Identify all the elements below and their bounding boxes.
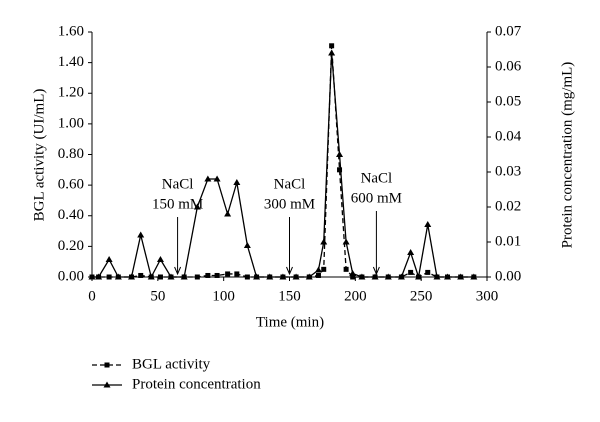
legend-label: BGL activity	[132, 356, 211, 372]
x-tick-label: 200	[344, 288, 367, 304]
marker	[433, 273, 441, 280]
marker	[193, 203, 201, 210]
annotation-text: NaCl	[274, 176, 306, 192]
x-tick-label: 250	[410, 288, 433, 304]
marker	[470, 273, 478, 280]
y2-tick-label: 0.07	[495, 23, 522, 39]
y2-axis-label: Protein concentration (mg/mL)	[559, 62, 575, 249]
marker	[350, 274, 356, 280]
marker	[349, 270, 357, 276]
annotation-text: NaCl	[162, 176, 194, 192]
y2-tick-label: 0.04	[495, 128, 522, 144]
arrow-head	[372, 266, 380, 276]
marker	[147, 273, 155, 280]
series-line	[92, 45, 474, 278]
marker	[88, 273, 96, 280]
marker	[234, 271, 240, 277]
marker	[342, 238, 350, 245]
marker	[213, 175, 221, 182]
x-axis-label: Time (min)	[256, 314, 324, 330]
series-line	[92, 52, 474, 279]
marker	[358, 273, 366, 280]
marker	[408, 269, 414, 275]
y-axis-label: BGL activity (UI/mL)	[31, 89, 47, 222]
marker	[314, 266, 322, 273]
marker	[329, 43, 335, 49]
annotation-text: 300 mM	[264, 196, 315, 212]
marker	[138, 272, 144, 278]
marker	[157, 274, 163, 280]
marker	[106, 274, 112, 280]
marker	[244, 274, 250, 280]
y-tick-label: 1.20	[58, 85, 84, 101]
marker	[214, 272, 220, 278]
annotation-text: 150 mM	[152, 196, 203, 212]
marker	[253, 273, 261, 280]
marker	[305, 273, 313, 280]
marker	[337, 167, 343, 173]
marker	[321, 266, 327, 272]
y-tick-label: 0.60	[58, 177, 84, 193]
y-tick-label: 0.80	[58, 146, 84, 162]
marker	[204, 175, 212, 182]
legend-label: Protein concentration	[132, 376, 261, 392]
marker	[180, 273, 188, 280]
marker	[457, 273, 465, 280]
marker	[397, 273, 405, 280]
marker	[114, 273, 122, 280]
y2-tick-label: 0.06	[495, 58, 522, 74]
marker	[336, 151, 344, 157]
y-tick-label: 1.60	[58, 23, 84, 39]
marker	[292, 273, 300, 280]
x-tick-label: 150	[278, 288, 301, 304]
y-tick-label: 0.40	[58, 207, 84, 223]
marker	[156, 256, 164, 262]
x-tick-label: 300	[476, 288, 499, 304]
y-tick-label: 1.40	[58, 54, 84, 70]
x-tick-label: 50	[150, 288, 165, 304]
y-tick-label: 0.00	[58, 268, 84, 284]
y2-tick-label: 0.00	[495, 268, 521, 284]
marker	[279, 273, 287, 280]
x-tick-label: 100	[212, 288, 235, 304]
marker	[328, 49, 336, 56]
marker	[320, 238, 328, 245]
annotation-text: NaCl	[361, 170, 393, 186]
marker	[424, 221, 432, 227]
marker	[205, 272, 211, 278]
marker	[224, 210, 232, 217]
marker	[225, 271, 231, 277]
marker	[128, 273, 135, 280]
marker	[415, 273, 423, 280]
marker	[105, 256, 113, 262]
x-tick-label: 0	[88, 288, 96, 304]
marker	[371, 273, 379, 280]
marker	[167, 273, 175, 280]
marker	[104, 362, 110, 368]
y-tick-label: 0.20	[58, 238, 84, 254]
marker	[384, 273, 392, 280]
marker	[194, 274, 200, 280]
marker	[95, 273, 103, 280]
marker	[343, 266, 349, 272]
marker	[233, 179, 241, 185]
y2-tick-label: 0.02	[495, 198, 521, 214]
marker	[103, 381, 111, 388]
marker	[444, 273, 451, 280]
marker	[407, 249, 415, 255]
y2-tick-label: 0.01	[495, 233, 521, 249]
marker	[243, 242, 251, 248]
arrow-head	[286, 266, 293, 276]
marker	[425, 269, 431, 275]
annotation-text: 600 mM	[351, 190, 402, 206]
y-tick-label: 1.00	[58, 115, 84, 131]
marker	[266, 273, 274, 280]
arrow-head	[174, 266, 182, 276]
y2-tick-label: 0.03	[495, 163, 521, 179]
y2-tick-label: 0.05	[495, 93, 521, 109]
marker	[315, 272, 321, 278]
marker	[137, 231, 145, 238]
